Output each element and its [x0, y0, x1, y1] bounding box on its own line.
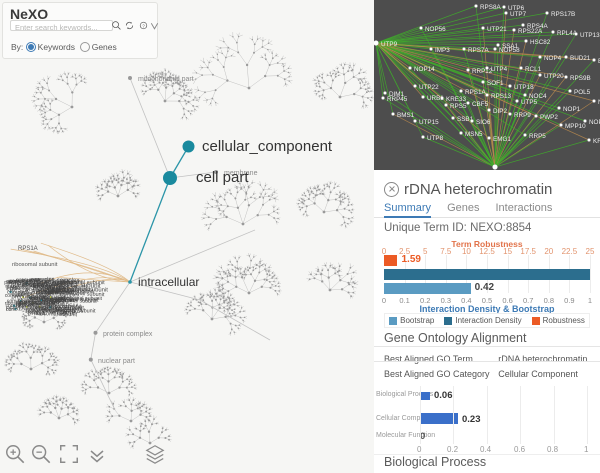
- svg-text:UTP9: UTP9: [381, 41, 398, 48]
- svg-text:RPS7A: RPS7A: [468, 47, 489, 54]
- svg-text:POL5: POL5: [574, 89, 591, 96]
- svg-text:core: core: [29, 295, 40, 301]
- svg-text:SIO6: SIO6: [476, 119, 491, 126]
- svg-text:KR: KR: [593, 138, 600, 145]
- svg-text:RPS8A: RPS8A: [480, 4, 501, 11]
- svg-text:mitochondrial part: mitochondrial part: [138, 76, 194, 83]
- svg-text:SSA1: SSA1: [502, 43, 519, 50]
- svg-text:NOP1: NOP1: [563, 106, 581, 113]
- svg-text:HSC82: HSC82: [530, 39, 551, 46]
- svg-text:BUD21: BUD21: [570, 55, 591, 62]
- svg-text:SOF1: SOF1: [487, 80, 504, 87]
- svg-text:RPS1A: RPS1A: [465, 89, 486, 96]
- svg-text:UTP20: UTP20: [544, 73, 564, 80]
- svg-text:ribosomal subunit: ribosomal subunit: [12, 262, 58, 268]
- svg-text:UTP13: UTP13: [580, 32, 600, 39]
- svg-text:RPS9B: RPS9B: [570, 75, 591, 82]
- svg-text:RPS5: RPS5: [450, 103, 467, 110]
- svg-text:MSN5: MSN5: [465, 131, 483, 138]
- svg-text:UTP5: UTP5: [521, 99, 538, 106]
- svg-text:NOP4: NOP4: [544, 55, 562, 62]
- svg-text:cellular_component: cellular_component: [202, 138, 333, 155]
- svg-text:core: core: [5, 303, 15, 309]
- svg-text:BMS1: BMS1: [397, 112, 415, 119]
- svg-text:RPS1A: RPS1A: [18, 246, 38, 252]
- svg-text:CBF5: CBF5: [472, 101, 489, 108]
- svg-text:NOP6: NOP6: [589, 119, 600, 126]
- svg-text:NOP56: NOP56: [425, 26, 446, 33]
- svg-text:RRP9: RRP9: [514, 112, 531, 119]
- svg-text:protein complex: protein complex: [103, 331, 153, 338]
- svg-text:RRP45: RRP45: [387, 96, 408, 103]
- svg-text:?: ?: [142, 24, 145, 29]
- svg-text:UTP18: UTP18: [514, 84, 534, 91]
- svg-text:RPS17B: RPS17B: [551, 11, 575, 18]
- svg-text:UTP6: UTP6: [508, 5, 525, 12]
- svg-text:RPS4A: RPS4A: [527, 23, 548, 30]
- svg-text:RRP5: RRP5: [529, 133, 546, 140]
- svg-text:RCL1: RCL1: [525, 66, 542, 73]
- svg-text:RPS1A: RPS1A: [63, 309, 83, 316]
- svg-text:UTP8: UTP8: [427, 135, 444, 142]
- svg-text:MPP10: MPP10: [565, 123, 586, 130]
- svg-text:UTP21: UTP21: [487, 26, 507, 33]
- svg-text:nuclear part: nuclear part: [98, 358, 135, 365]
- svg-text:intracellular: intracellular: [138, 275, 199, 289]
- svg-text:IMP3: IMP3: [435, 47, 450, 54]
- svg-text:UTP7: UTP7: [510, 11, 527, 18]
- svg-text:UTP4: UTP4: [491, 66, 508, 73]
- svg-text:KRE33: KRE33: [446, 96, 466, 103]
- svg-text:UTP22: UTP22: [419, 84, 439, 91]
- svg-text:PWP2: PWP2: [540, 114, 558, 121]
- svg-text:UTP15: UTP15: [419, 119, 439, 126]
- svg-text:cell part: cell part: [196, 169, 249, 186]
- svg-text:RPS13: RPS13: [491, 93, 511, 100]
- svg-text:core: core: [18, 292, 28, 298]
- svg-text:RPS1A: RPS1A: [42, 305, 61, 311]
- svg-text:DIP2: DIP2: [493, 108, 507, 115]
- svg-text:EMG1: EMG1: [493, 136, 511, 143]
- svg-text:NOP14: NOP14: [414, 66, 435, 73]
- svg-text:RRP12: RRP12: [472, 68, 493, 75]
- svg-text:core: core: [55, 295, 65, 301]
